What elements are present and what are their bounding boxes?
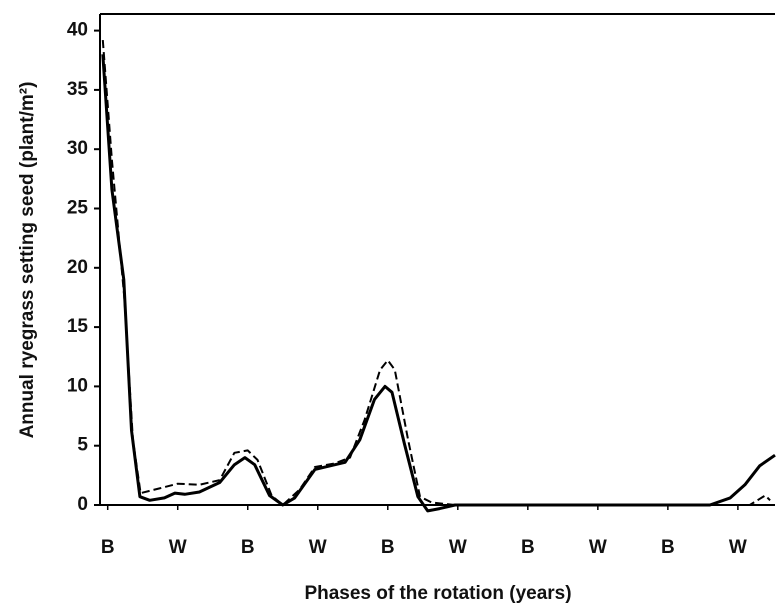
- y-tick-label: 25: [67, 198, 89, 219]
- y-tick-label: 20: [67, 257, 88, 278]
- y-tick-label: 10: [67, 375, 88, 396]
- series-line: [101, 40, 771, 506]
- y-axis-title: Annual ryegrass setting seed (plant/m²): [17, 82, 38, 439]
- x-tick-label: W: [449, 537, 467, 558]
- x-tick-label: B: [241, 537, 255, 558]
- series-line: [101, 54, 776, 513]
- x-tick-label: B: [381, 537, 395, 558]
- x-tick-label: W: [309, 537, 327, 558]
- y-tick-label: 30: [67, 138, 88, 159]
- x-tick-label: B: [521, 537, 535, 558]
- y-tick-label: 15: [67, 316, 89, 337]
- y-tick-label: 5: [77, 435, 88, 456]
- x-tick-label: B: [661, 537, 675, 558]
- y-tick-label: 40: [67, 20, 88, 41]
- x-tick-label: W: [589, 537, 607, 558]
- y-tick-label: 0: [77, 494, 88, 515]
- x-tick-label: B: [101, 537, 115, 558]
- x-tick-label: W: [169, 537, 187, 558]
- x-tick-label: W: [729, 537, 747, 558]
- x-axis-title: Phases of the rotation (years): [304, 583, 571, 604]
- y-tick-label: 35: [67, 79, 89, 100]
